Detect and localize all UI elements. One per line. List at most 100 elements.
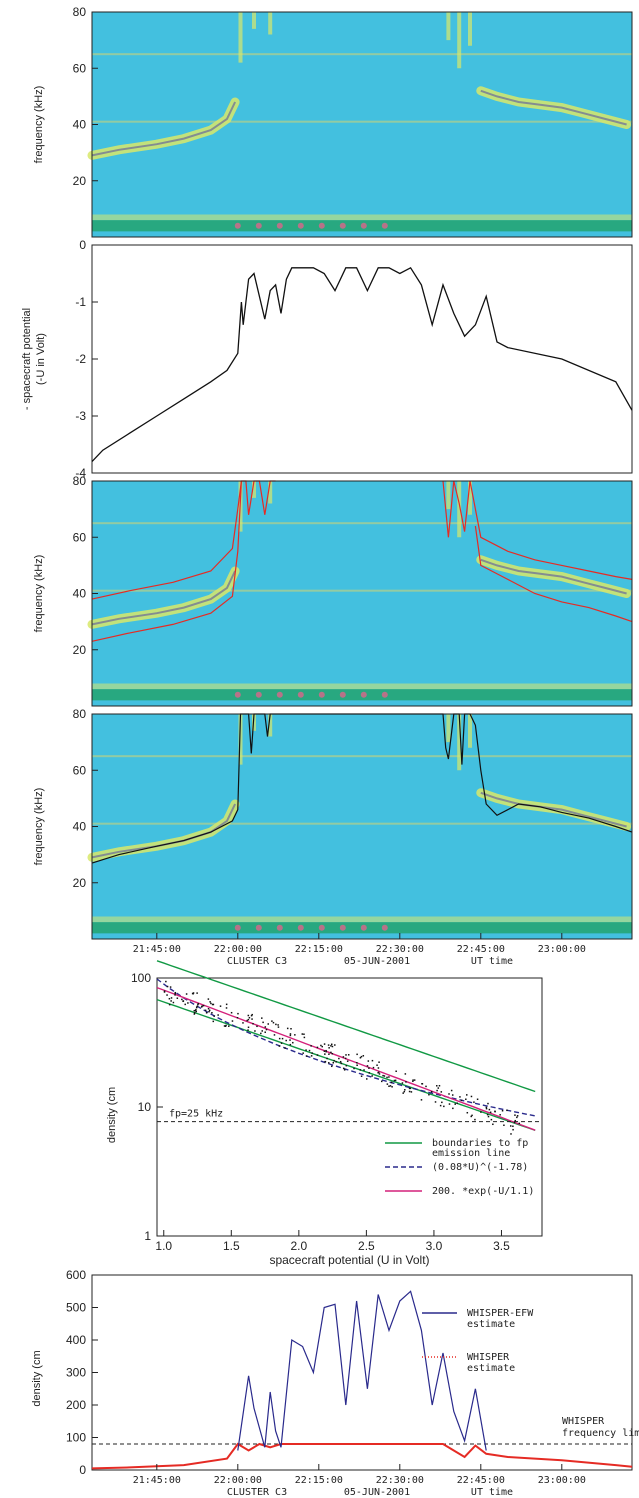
scatter-point: [513, 1121, 516, 1124]
scatter-point: [326, 1057, 328, 1060]
scatter-point: [273, 1034, 276, 1036]
plasma-spike: [238, 12, 243, 63]
x-tick-label: 22:45:00: [457, 944, 505, 955]
scatter-point: [412, 1079, 414, 1081]
y-tick-label: 40: [73, 118, 87, 132]
spectrogram-background: [92, 12, 632, 237]
y-tick-label: 20: [73, 876, 87, 890]
scatter-point: [265, 1028, 268, 1031]
x-tick-label: 23:00:00: [538, 1475, 586, 1486]
plasma-ridge-left: [91, 101, 237, 157]
scatter-point: [359, 1069, 362, 1071]
scatter-point: [193, 1009, 196, 1012]
scatter-point: [256, 1025, 258, 1028]
scatter-point: [172, 1001, 175, 1004]
scatter-point: [334, 1044, 336, 1046]
scatter-point: [302, 1052, 304, 1054]
scatter-point: [377, 1067, 380, 1069]
scatter-point: [195, 1006, 198, 1009]
scatter-point: [331, 1052, 334, 1055]
emission-dot: [297, 924, 304, 931]
scatter-point: [474, 1118, 476, 1121]
scatter-point: [163, 991, 166, 993]
scatter-point: [310, 1045, 312, 1047]
scatter-point: [252, 1022, 254, 1025]
scatter-point: [388, 1076, 390, 1078]
x-tick-label: 22:30:00: [376, 1475, 424, 1486]
scatter-point: [391, 1086, 393, 1088]
scatter-point: [328, 1047, 330, 1049]
scatter-point: [342, 1067, 345, 1070]
scatter-point: [409, 1087, 412, 1090]
scatter-point: [289, 1043, 292, 1046]
scatter-point: [208, 1010, 210, 1013]
y-axis-label: density (cm: [106, 1087, 118, 1143]
spectrogram-panel1: 20 40 60 80 frequency (kHz): [33, 5, 633, 238]
y-tick-label: 200: [66, 1398, 86, 1412]
x-tick-label: 22:15:00: [295, 944, 343, 955]
interference-line: [92, 755, 632, 758]
scatter-point: [386, 1076, 388, 1079]
emission-dot: [360, 924, 367, 931]
scatter-point: [185, 993, 188, 995]
plasma-spike: [446, 12, 451, 41]
scatter-point: [194, 1009, 197, 1012]
scatter-point: [450, 1089, 453, 1092]
scatter-point: [425, 1085, 427, 1088]
x-tick-label: 1.5: [223, 1239, 240, 1253]
emission-dot: [381, 924, 388, 931]
scatter-point: [471, 1114, 473, 1117]
scatter-point: [184, 1003, 186, 1006]
scatter-point: [267, 1023, 269, 1025]
y-axis-label: density (cm: [31, 1350, 43, 1406]
scatter-point: [254, 1030, 256, 1032]
scatter-point: [487, 1102, 489, 1105]
scatter-point: [193, 1012, 196, 1014]
scatter-point: [346, 1060, 349, 1062]
scatter-point: [372, 1066, 375, 1069]
scatter-point: [328, 1062, 330, 1064]
fp-boundary-curve: [474, 525, 633, 623]
scatter-point: [441, 1101, 443, 1104]
scatter-point: [201, 1005, 203, 1007]
scatter-point: [168, 997, 171, 1000]
scatter-point: [195, 1008, 197, 1011]
scatter-point: [195, 1010, 198, 1013]
y-tick-label: 20: [73, 174, 87, 188]
y-tick-label: 600: [66, 1268, 86, 1282]
emission-dot: [255, 924, 262, 931]
scatter-point: [443, 1105, 445, 1108]
panels-root: 20 40 60 80 frequency (kHz) -4 -3 -2 -1 0 - spacec…: [21, 5, 639, 1498]
scatter-point: [204, 1009, 207, 1012]
scatter-point: [331, 1045, 334, 1048]
scatter-point: [368, 1072, 371, 1074]
x-tick-label: 21:45:00: [133, 944, 181, 955]
legend-label: (0.08*U)^(-1.78): [432, 1162, 528, 1173]
y-tick-label: -4: [75, 466, 86, 480]
scatter-point: [251, 1018, 253, 1020]
scatter-point: [301, 1033, 304, 1035]
emission-dot: [255, 691, 262, 698]
plasma-spike: [468, 12, 472, 46]
scatter-point: [421, 1082, 423, 1085]
footer-spacecraft: CLUSTER C3: [227, 956, 287, 967]
scatter-point: [494, 1110, 496, 1113]
x-tick-label: 22:30:00: [376, 944, 424, 955]
x-tick-label: 3.5: [493, 1239, 510, 1253]
scatter-point: [451, 1094, 454, 1096]
scatter-point: [395, 1070, 397, 1073]
scatter-point: [339, 1060, 342, 1063]
scatter-point: [289, 1034, 292, 1037]
frequency-limit-label-2: frequency limit: [562, 1428, 639, 1439]
scatter-point: [250, 1014, 253, 1017]
scatter-point: [264, 1031, 266, 1033]
scatter-point: [174, 994, 176, 996]
y-tick-label: 400: [66, 1333, 86, 1347]
y-tick-label: -1: [75, 295, 86, 309]
scatter-point: [251, 1013, 253, 1016]
upper-boundary-curve: [156, 960, 536, 1093]
scatter-point: [381, 1080, 383, 1083]
scatter-point: [347, 1054, 350, 1056]
scatter-point: [390, 1081, 393, 1084]
